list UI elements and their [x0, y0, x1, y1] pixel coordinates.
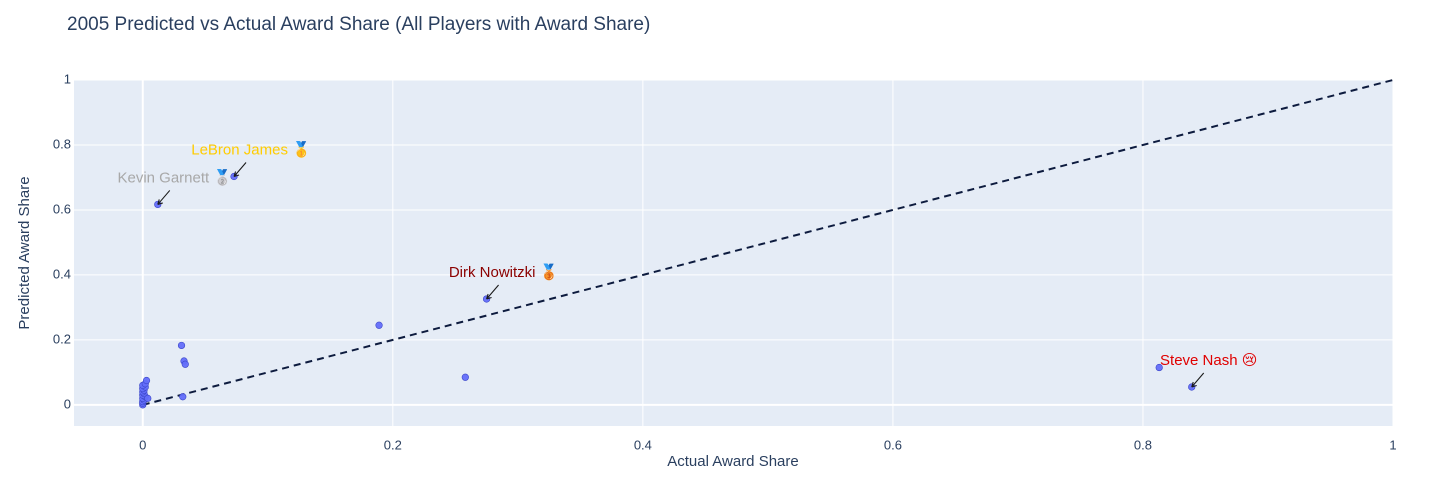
chart-title: 2005 Predicted vs Actual Award Share (Al…: [67, 14, 650, 35]
data-point[interactable]: [1155, 363, 1163, 372]
annotation-label: Dirk Nowitzki 🥉: [449, 263, 559, 281]
y-tick-label: 0: [64, 396, 71, 411]
data-point[interactable]: [142, 376, 151, 385]
x-tick-label: 1: [1389, 438, 1396, 453]
annotation-arrow: [157, 190, 171, 205]
x-tick-label: 0.8: [1134, 438, 1152, 453]
x-axis-title: Actual Award Share: [667, 453, 798, 470]
y-tick-label: 0.6: [53, 201, 71, 216]
data-point[interactable]: [375, 321, 383, 329]
data-point[interactable]: [181, 360, 189, 368]
y-tick-label: 0.4: [53, 266, 71, 281]
x-tick-label: 0.6: [884, 438, 902, 453]
data-point[interactable]: [144, 394, 152, 402]
annotations: LeBron James 🥇 Kevin Garnett 🥈 Dirk Nowitz…: [117, 140, 1257, 388]
annotation-arrow: [1191, 372, 1205, 388]
x-tick-label: 0.4: [634, 438, 652, 453]
y-tick-label: 1: [64, 71, 71, 86]
data-point[interactable]: [461, 373, 469, 381]
annotation-arrow: [233, 162, 247, 178]
y-axis-title: Predicted Award Share: [16, 176, 33, 329]
data-point[interactable]: [179, 393, 187, 401]
x-tick-label: 0.2: [384, 438, 402, 453]
annotation-label: Steve Nash 😢: [1160, 352, 1257, 369]
data-points: [139, 172, 1196, 409]
y-tick-label: 0.8: [53, 136, 71, 151]
plot-area[interactable]: [74, 80, 1393, 426]
annotation-label: LeBron James 🥇: [191, 140, 311, 158]
y-tick-label: 0.2: [53, 331, 71, 346]
grid-lines: [74, 79, 1394, 426]
tick-labels: 0 0.2 0.4 0.6 0.8 1 0 0.2 0.4 0.6 0.8 1: [53, 71, 1397, 452]
data-point[interactable]: [177, 341, 186, 350]
annotation-arrow: [486, 284, 499, 300]
annotation-label: Kevin Garnett 🥈: [117, 168, 232, 186]
x-tick-label: 0: [139, 438, 146, 453]
